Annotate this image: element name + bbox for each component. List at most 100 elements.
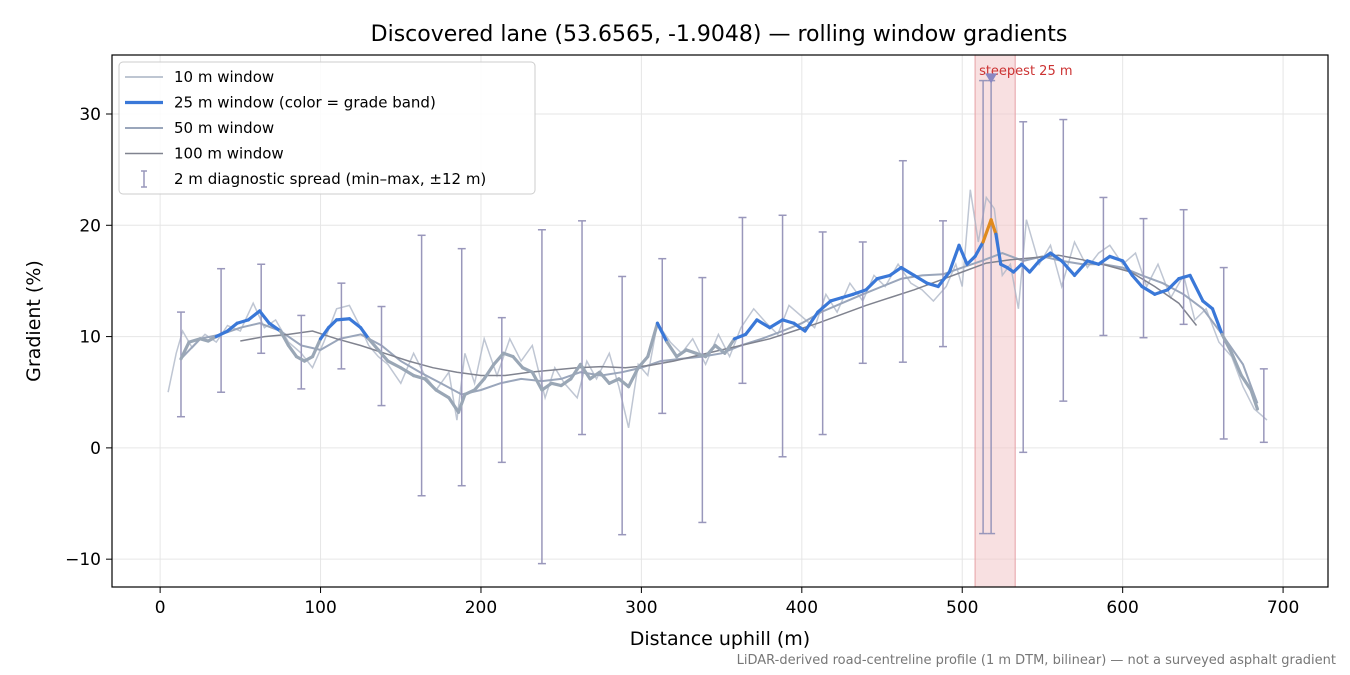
errorbar — [337, 282, 346, 370]
series-25m-segment — [703, 343, 717, 359]
plot-frame — [111, 54, 1329, 588]
series-25m-segment — [864, 277, 879, 292]
series-25m-segment — [1108, 254, 1125, 263]
series-25m-segment — [334, 317, 352, 322]
steepest-marker-triangle — [985, 73, 998, 84]
series-25m — [179, 218, 1260, 414]
series-25m-segment — [675, 348, 688, 359]
errorbar — [1139, 217, 1148, 339]
y-tick-label: 30 — [79, 105, 101, 125]
series-25m-segment — [399, 366, 416, 378]
x-tick-label: 600 — [1106, 598, 1138, 618]
steepest-highlight: steepest 25 m — [974, 54, 1073, 588]
series-25m-segment — [744, 318, 759, 336]
series-25m-segment — [1165, 277, 1181, 292]
series-25m-segment — [482, 362, 496, 381]
errorbar — [1219, 266, 1228, 440]
errorbar — [257, 263, 266, 355]
steepest-marker — [985, 73, 998, 84]
y-tick-label: 0 — [90, 439, 101, 459]
series-25m-segment — [655, 321, 669, 344]
errorbar — [1019, 121, 1028, 454]
series-25m-segment — [511, 355, 525, 370]
legend-item: 10 m window — [125, 68, 274, 86]
series-25m-segment — [286, 343, 299, 359]
series-25m-segment — [1239, 373, 1253, 392]
errorbar — [217, 267, 226, 393]
series-25m-segment — [310, 337, 323, 359]
series-25m-segment — [888, 265, 903, 277]
x-tick-label: 700 — [1267, 598, 1299, 618]
series-25m-segment — [267, 321, 283, 333]
series-25m-segment — [973, 240, 985, 259]
series-25m-segment — [803, 310, 820, 333]
series-25m-segment — [326, 318, 339, 330]
series-25m-segment — [1140, 284, 1157, 296]
legend-label: 2 m diagnostic spread (min–max, ±12 m) — [174, 170, 486, 188]
x-tick-label: 200 — [465, 598, 497, 618]
errorbar — [176, 311, 185, 418]
errorbar — [698, 276, 707, 524]
series-25m-segment — [530, 370, 544, 392]
legend: 10 m window 25 m window (color = grade ba… — [118, 61, 536, 195]
errorbar — [618, 275, 627, 536]
series-25m-segment — [569, 362, 583, 381]
legend-item: 50 m window — [125, 119, 274, 137]
series-25m-segment — [179, 340, 191, 361]
errorbar — [1099, 196, 1108, 337]
legend-item: 2 m diagnostic spread (min–max, ±12 m) — [141, 170, 486, 188]
series-25m-segment — [646, 321, 660, 359]
plot-area: steepest 25 m — [111, 54, 1329, 588]
x-axis-label: Distance uphill (m) — [630, 628, 810, 650]
series-25m-segment — [588, 370, 602, 381]
series-25m-segment — [376, 348, 390, 363]
x-tick-label: 100 — [304, 598, 336, 618]
series-25m-segment — [598, 370, 611, 385]
series-25m-segment — [981, 218, 993, 244]
errorbar — [738, 216, 747, 385]
series-25m-segment — [1085, 259, 1101, 266]
series-25m-segment — [559, 377, 573, 388]
series-25m-segment — [723, 337, 737, 355]
series-50m-line — [180, 252, 1259, 404]
legend-box — [118, 61, 536, 195]
series-25m-segment — [1019, 262, 1032, 274]
series-25m-segment — [257, 309, 271, 325]
series-25m-segment — [1048, 251, 1064, 263]
series-25m-segment — [684, 348, 698, 355]
series-25m-segment — [965, 254, 977, 266]
errorbar — [497, 316, 506, 464]
errorbar — [858, 241, 867, 365]
series-25m-segment — [456, 392, 467, 414]
grid-lines — [112, 55, 1328, 587]
errorbar — [537, 228, 546, 565]
errorbar — [578, 220, 587, 436]
series-25m-segment — [1201, 299, 1215, 311]
series-25m-segment — [1153, 288, 1170, 296]
series-25m-segment — [768, 318, 785, 330]
series-25m-segment — [246, 309, 262, 322]
legend-label: 100 m window — [174, 145, 284, 163]
series-25m-segment — [1028, 259, 1041, 274]
series-25m-segment — [713, 343, 727, 355]
series-25m-segment — [1130, 273, 1144, 289]
series-25m-segment — [359, 326, 371, 341]
series-25m-segment — [434, 388, 451, 400]
series-25m-segment — [411, 373, 427, 381]
series-25m-segment — [386, 359, 403, 370]
series-25m-segment — [318, 326, 331, 341]
series-25m-segment — [780, 318, 796, 325]
series-25m-segment — [540, 381, 554, 392]
highlight-band — [974, 54, 1016, 588]
series-25m-segment — [347, 317, 363, 330]
series-25m-segment — [278, 329, 291, 348]
errorbar — [898, 159, 907, 363]
series-25m-segment — [1072, 259, 1089, 277]
errorbar — [1179, 208, 1188, 326]
x-tick-label: 400 — [786, 598, 818, 618]
series-25m-segment — [187, 337, 202, 344]
errorbar — [297, 314, 306, 390]
series-25m-segment — [225, 321, 239, 333]
x-tick-label: 500 — [946, 598, 978, 618]
